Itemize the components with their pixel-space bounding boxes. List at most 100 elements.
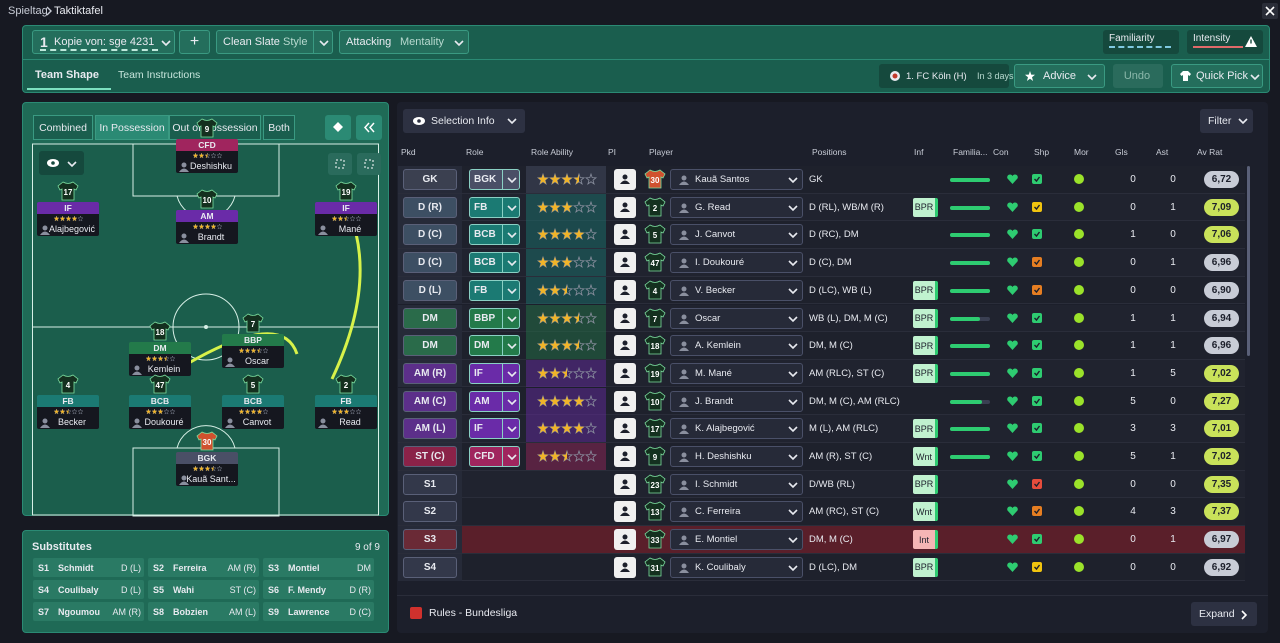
column-header[interactable]: Mor xyxy=(1074,147,1089,157)
pi-button[interactable] xyxy=(614,556,636,578)
pkd-label[interactable]: D (L) xyxy=(418,284,442,296)
table-row[interactable]: D (C) BCB 47 I. Doukouré D (C), DM 0 1 6,96 xyxy=(398,249,1245,277)
pitch-tab-label[interactable]: Combined xyxy=(39,121,87,134)
pi-button[interactable] xyxy=(614,335,636,357)
table-row[interactable]: S2 13 C. Ferreira AM (RC), ST (C) Wnt 4 3 7,37 xyxy=(398,498,1245,526)
player-dropdown[interactable]: C. Ferreira xyxy=(670,501,803,523)
breadcrumb-item[interactable]: Spieltag xyxy=(8,5,48,17)
substitute-slot[interactable]: S4 Coulibaly D (L) xyxy=(33,580,144,599)
column-header[interactable]: Inf xyxy=(914,147,924,157)
pkd-box[interactable]: AM (L) xyxy=(403,418,457,440)
column-header[interactable]: Ast xyxy=(1156,147,1169,157)
table-row[interactable]: DM DM 18 A. Kemlein DM, M (C) BPR 1 1 6,96 xyxy=(398,332,1245,360)
player-name[interactable]: J. Brandt xyxy=(695,395,734,407)
player-dropdown[interactable]: E. Montiel xyxy=(670,529,803,551)
pkd-box[interactable]: D (C) xyxy=(403,252,457,274)
pkd-box[interactable]: S1 xyxy=(403,473,457,495)
pitch-tab[interactable]: Combined xyxy=(33,115,93,140)
role-box[interactable]: FB xyxy=(469,196,520,218)
player-dropdown[interactable]: A. Kemlein xyxy=(670,335,803,357)
pi-button[interactable] xyxy=(614,446,636,467)
pkd-box[interactable]: D (R) xyxy=(403,196,457,218)
player-name[interactable]: K. Coulibaly xyxy=(695,561,746,573)
substitute-slot[interactable]: S9 Lawrence D (C) xyxy=(263,602,374,621)
player-name[interactable]: Kauã Santos xyxy=(695,174,750,185)
substitute-slot[interactable]: S6 F. Mendy D (R) xyxy=(263,580,374,599)
table-row[interactable]: S1 23 I. Schmidt D/WB (RL) BPR 0 0 7,35 xyxy=(398,470,1245,499)
substitute-slot[interactable]: S2 Ferreira AM (R) xyxy=(148,558,259,577)
close-button[interactable] xyxy=(1262,3,1278,19)
advice-button[interactable]: Advice xyxy=(1014,64,1105,88)
pi-button[interactable] xyxy=(614,473,636,495)
table-row[interactable]: S3 33 E. Montiel DM, M (C) Int 0 1 6,97 xyxy=(398,526,1245,554)
role-label[interactable]: FB xyxy=(474,201,488,213)
column-header[interactable]: PI xyxy=(608,147,617,157)
role-box[interactable]: FB xyxy=(469,279,520,301)
player-name[interactable]: I. Doukouré xyxy=(695,257,745,269)
icon-button[interactable] xyxy=(325,115,351,140)
selection-info-dropdown[interactable]: Selection Info xyxy=(403,109,525,133)
pitch-tab-label[interactable]: Out of Possession xyxy=(172,121,258,134)
player-name[interactable]: Oscar xyxy=(695,312,721,324)
pitch-tool[interactable] xyxy=(328,153,352,175)
pitch-tab-label[interactable]: In Possession xyxy=(99,121,165,134)
tab[interactable]: Team Instructions xyxy=(118,69,201,81)
expand-label[interactable]: Expand xyxy=(1199,608,1235,620)
role-label[interactable]: CFD xyxy=(474,451,495,462)
pi-button[interactable] xyxy=(614,529,636,551)
player-name[interactable]: I. Schmidt xyxy=(695,478,738,490)
pkd-label[interactable]: ST (C) xyxy=(415,451,445,462)
pi-button[interactable] xyxy=(614,196,636,218)
column-header[interactable]: Role Ability xyxy=(531,147,574,157)
pitch-tool[interactable] xyxy=(357,153,381,175)
role-label[interactable]: IF xyxy=(474,423,483,435)
player-dropdown[interactable]: G. Read xyxy=(670,196,803,218)
role-label[interactable]: AM xyxy=(474,395,490,407)
player-name[interactable]: C. Ferreira xyxy=(695,506,741,518)
quick-pick-button[interactable]: Quick Pick xyxy=(1171,64,1263,88)
undo-button[interactable]: Undo xyxy=(1113,64,1163,88)
icon-button[interactable] xyxy=(356,115,382,140)
rules-label[interactable]: Rules - Bundesliga xyxy=(429,607,518,619)
column-header[interactable]: Positions xyxy=(812,147,847,157)
player-dropdown[interactable]: Oscar xyxy=(670,307,803,329)
pkd-box[interactable]: D (C) xyxy=(403,224,457,246)
pkd-label[interactable]: DM xyxy=(422,312,438,324)
column-header[interactable]: Av Rat xyxy=(1197,147,1223,157)
column-header[interactable]: Pkd xyxy=(401,147,416,157)
pkd-label[interactable]: S4 xyxy=(423,561,437,573)
tab[interactable]: Team Shape xyxy=(35,69,99,81)
player-dropdown[interactable]: K. Alajbegović xyxy=(670,418,803,440)
pi-button[interactable] xyxy=(614,224,636,246)
role-box[interactable]: BCB xyxy=(469,224,520,246)
pkd-box[interactable]: S2 xyxy=(403,501,457,523)
player-dropdown[interactable]: V. Becker xyxy=(670,279,803,301)
column-header[interactable]: Con xyxy=(993,147,1009,157)
player-dropdown[interactable]: J. Canvot xyxy=(670,224,803,246)
view-dropdown[interactable] xyxy=(39,151,84,175)
column-header[interactable]: Player xyxy=(649,147,674,157)
pkd-box[interactable]: ST (C) xyxy=(403,446,457,467)
undo-label[interactable]: Undo xyxy=(1123,70,1151,82)
player-name[interactable]: M. Mané xyxy=(695,367,732,379)
pi-button[interactable] xyxy=(614,501,636,523)
table-row[interactable]: D (C) BCB 5 J. Canvot D (RC), DM 1 0 7,06 xyxy=(398,221,1245,249)
player-dropdown[interactable]: K. Coulibaly xyxy=(670,556,803,578)
role-box[interactable]: AM xyxy=(469,390,520,412)
shape-selector[interactable]: Clean Slate Style xyxy=(216,30,333,54)
pkd-box[interactable]: D (L) xyxy=(403,279,457,301)
role-box[interactable]: BBP xyxy=(469,307,520,329)
table-row[interactable]: D (L) FB 4 V. Becker D (LC), WB (L) BPR 0 0 6,90 xyxy=(398,276,1245,305)
column-header[interactable]: Gls xyxy=(1115,147,1128,157)
pitch-tab[interactable]: In Possession xyxy=(95,115,169,140)
player-name[interactable]: J. Canvot xyxy=(695,229,736,241)
substitute-slot[interactable]: S1 Schmidt D (L) xyxy=(33,558,144,577)
table-row[interactable]: AM (L) IF 17 K. Alajbegović M (L), AM (RLC) B… xyxy=(398,415,1245,443)
column-header[interactable]: Role xyxy=(466,147,484,157)
table-row[interactable]: DM BBP 7 Oscar WB (L), DM, M (C) BPR 1 1 6,94 xyxy=(398,304,1245,332)
substitute-slot[interactable]: S8 Bobzien AM (L) xyxy=(148,602,259,621)
pkd-box[interactable]: AM (R) xyxy=(403,362,457,384)
role-label[interactable]: FB xyxy=(474,284,488,296)
pkd-label[interactable]: S1 xyxy=(423,478,437,490)
expand-button[interactable]: Expand xyxy=(1191,602,1257,626)
